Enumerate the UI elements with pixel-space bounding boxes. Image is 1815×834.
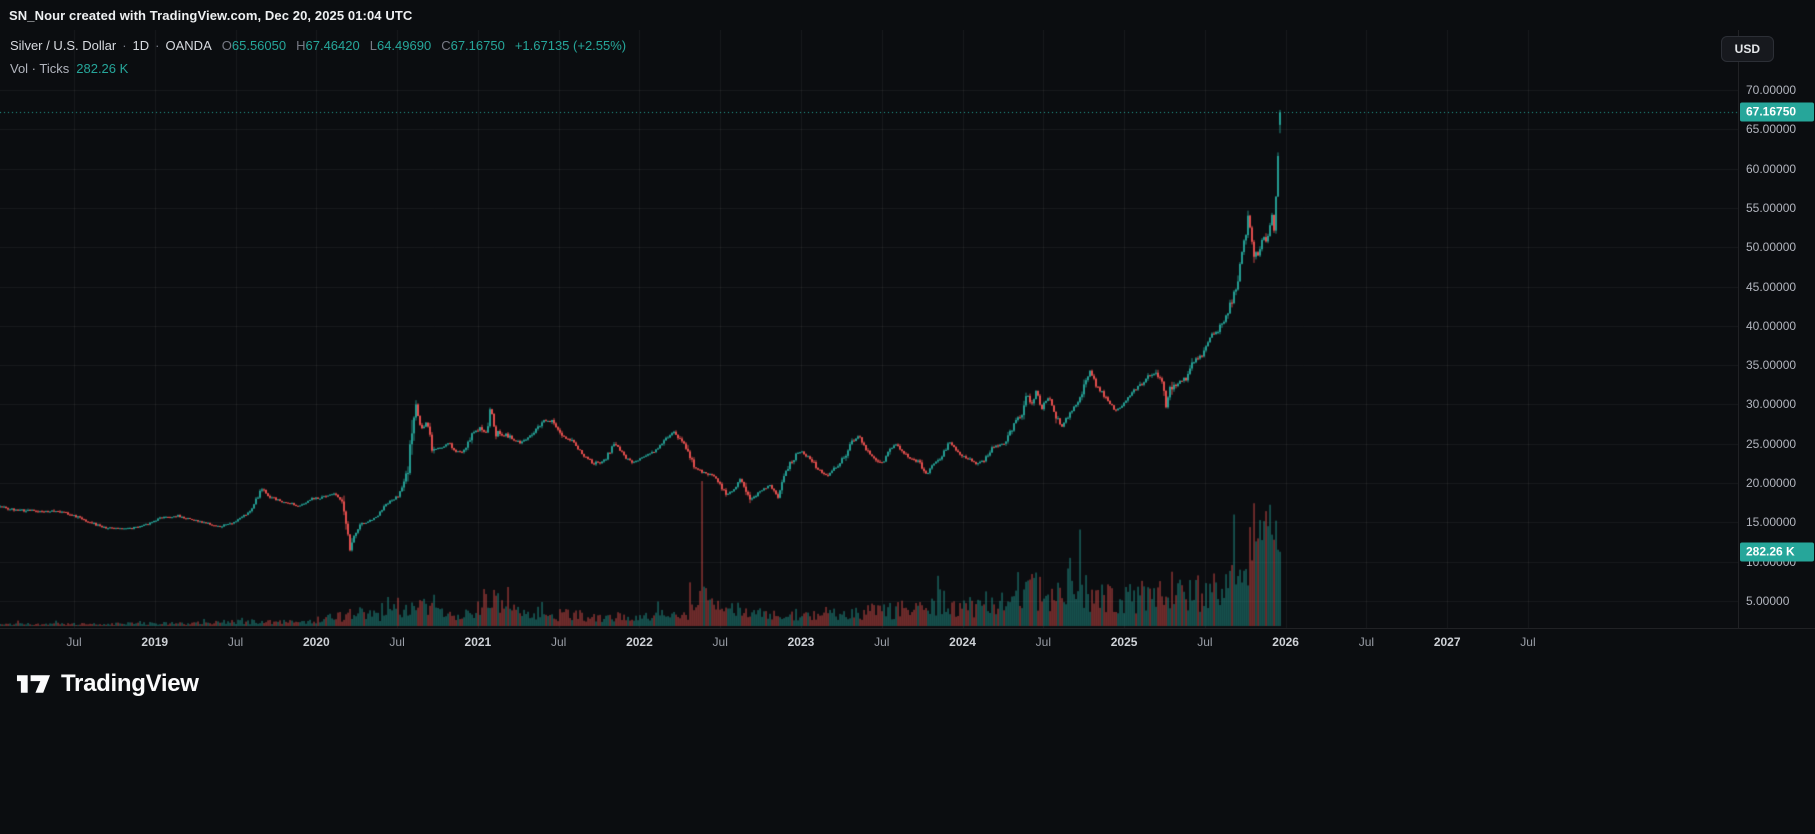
price-tick-label: 65.00000 bbox=[1746, 122, 1797, 137]
time-tick-label: Jul bbox=[227, 635, 244, 649]
close-readout: C67.16750 bbox=[441, 38, 505, 53]
price-tick-label: 70.00000 bbox=[1746, 82, 1797, 97]
candlestick-volume-canvas[interactable] bbox=[0, 30, 1738, 628]
price-tick-label: 60.00000 bbox=[1746, 161, 1797, 176]
symbol-title[interactable]: Silver / U.S. Dollar bbox=[10, 38, 117, 53]
price-axis[interactable]: 70.00000 65.00000 60.00000 55.00000 50.00000… bbox=[1738, 30, 1815, 628]
price-tick-label: 20.00000 bbox=[1746, 476, 1797, 491]
price-tick-label: 5.00000 bbox=[1746, 593, 1790, 608]
volume-value: 282.26 K bbox=[76, 61, 129, 76]
time-tick-label: Jul bbox=[66, 635, 82, 649]
price-tick-label: 50.00000 bbox=[1746, 240, 1797, 255]
price-tick-label: 30.00000 bbox=[1746, 397, 1797, 412]
time-tick-label: Jul bbox=[1520, 635, 1536, 649]
last-volume-badge: 282.26 K bbox=[1740, 542, 1814, 562]
legend-symbol-row: Silver / U.S. Dollar · 1D · OANDA O65.56… bbox=[10, 37, 626, 54]
interval-label[interactable]: 1D bbox=[132, 38, 150, 53]
footer-bar: TradingView bbox=[0, 654, 1815, 834]
time-tick-label: 2019 bbox=[141, 635, 169, 649]
header-bar: SN_Nour created with TradingView.com, De… bbox=[0, 0, 1815, 30]
price-tick-label: 40.00000 bbox=[1746, 318, 1797, 333]
price-tick-label: 55.00000 bbox=[1746, 200, 1797, 215]
attribution-text: SN_Nour created with TradingView.com, De… bbox=[9, 8, 413, 23]
time-tick-label: 2025 bbox=[1110, 635, 1138, 649]
tradingview-logo-icon bbox=[16, 675, 51, 693]
separator-dot: · bbox=[122, 38, 127, 53]
currency-usd-button[interactable]: USD bbox=[1720, 36, 1774, 62]
change-text: +1.67135 (+2.55%) bbox=[514, 38, 627, 53]
time-tick-label: 2022 bbox=[626, 635, 653, 649]
time-tick-label: 2020 bbox=[302, 635, 330, 649]
legend-volume-row: Vol · Ticks 282.26 K bbox=[10, 60, 626, 77]
time-tick-label: Jul bbox=[550, 635, 567, 649]
time-tick-label: 2023 bbox=[787, 635, 815, 649]
tradingview-brand-link[interactable]: TradingView bbox=[16, 670, 199, 698]
time-tick-label: 2026 bbox=[1272, 635, 1299, 649]
time-tick-label: Jul bbox=[712, 635, 728, 649]
time-tick-label: Jul bbox=[1197, 635, 1213, 649]
high-readout: H67.46420 bbox=[296, 38, 360, 53]
volume-indicator-label: Vol · Ticks bbox=[10, 61, 70, 76]
price-tick-label: 45.00000 bbox=[1746, 279, 1797, 294]
last-price-badge: 67.16750 bbox=[1740, 102, 1814, 122]
time-tick-label: 2027 bbox=[1433, 635, 1461, 649]
separator-dot: · bbox=[155, 38, 160, 53]
low-readout: L64.49690 bbox=[369, 38, 432, 53]
price-tick-label: 15.00000 bbox=[1746, 515, 1797, 530]
time-tick-label: Jul bbox=[874, 635, 890, 649]
time-tick-label: 2021 bbox=[464, 635, 492, 649]
tradingview-wordmark: TradingView bbox=[61, 670, 199, 697]
time-axis[interactable]: Jul 2019 Jul 2020 Jul 2021 Jul 2022 Jul 2023 Jul 20… bbox=[0, 628, 1815, 655]
chart-legend: Silver / U.S. Dollar · 1D · OANDA O65.56… bbox=[10, 37, 626, 77]
time-tick-label: 2024 bbox=[949, 635, 976, 649]
time-tick-label: Jul bbox=[389, 635, 405, 649]
price-tick-label: 35.00000 bbox=[1746, 358, 1797, 373]
chart-plot-area: Silver / U.S. Dollar · 1D · OANDA O65.56… bbox=[0, 30, 1738, 628]
time-tick-label: Jul bbox=[1358, 635, 1375, 649]
time-tick-label: Jul bbox=[1035, 635, 1051, 649]
price-tick-label: 25.00000 bbox=[1746, 436, 1797, 451]
open-readout: O65.56050 bbox=[221, 38, 287, 53]
exchange-label: OANDA bbox=[165, 38, 212, 53]
